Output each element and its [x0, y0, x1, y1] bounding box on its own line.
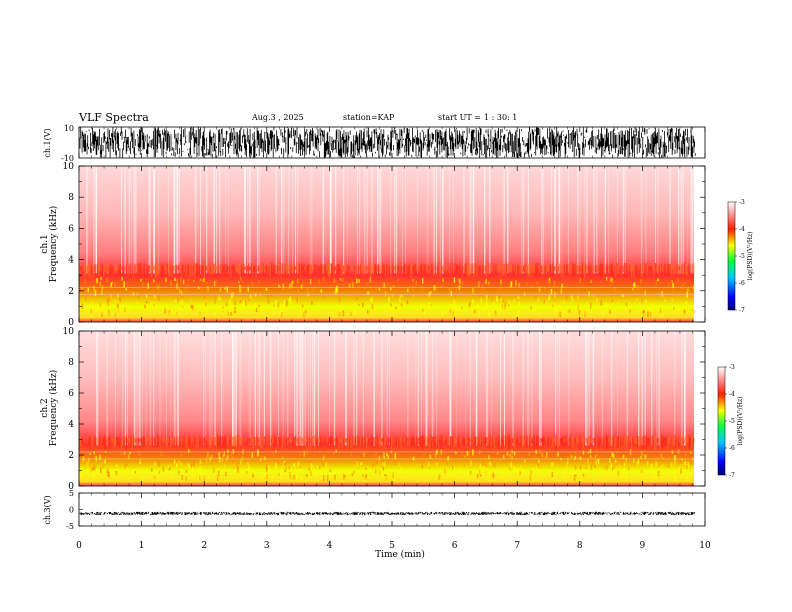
chart-title: VLF Spectra	[79, 111, 149, 124]
freq-tick-label: 0	[68, 482, 74, 492]
freq-tick-label: 10	[63, 327, 75, 337]
ch1-waveform-panel: 10 -10 ch.1(V)	[43, 124, 706, 163]
ch1-ytick-bottom: -10	[61, 154, 74, 163]
freq-tick-label: 6	[68, 224, 74, 234]
ch1-ytick-top: 10	[64, 124, 74, 133]
time-tick-label: 5	[389, 541, 395, 551]
ch1-spectrogram-streaks	[79, 166, 696, 318]
ch2-spectrogram-channel: ch.2	[40, 398, 50, 417]
colorbar-tick-label: -6	[739, 280, 745, 287]
start-ut-prefix: start UT =	[438, 113, 481, 122]
ch1-spectrogram-panel: 0 2 4 6 8 10 Frequency (kHz) ch.1	[40, 162, 706, 328]
ch3-tick-label: 5	[69, 489, 74, 498]
ch3-yaxis: 5 0 -5	[66, 489, 83, 531]
freq-tick-label: 2	[68, 451, 74, 461]
colorbar-tick-label: -4	[739, 226, 745, 233]
ch1-colorbar-label: log(PSD)(V²/Hz)	[747, 232, 754, 281]
freq-tick-label: 4	[68, 256, 74, 266]
ch1-waveform-line	[79, 127, 696, 158]
ch2-colorbar: -3 -4 -5 -6 -7 log(PSD)(V²/Hz)	[717, 364, 744, 479]
ch3-ylabel: ch.3(V)	[43, 495, 52, 524]
colorbar-tick-label: -4	[729, 391, 735, 398]
ch2-spectrogram-yaxis: 0 2 4 6 8 10	[63, 327, 705, 492]
time-tick-label: 10	[699, 541, 711, 551]
freq-tick-label: 8	[68, 193, 74, 203]
ch1-colorbar: -3 -4 -5 -6 -7 log(PSD)(V²/Hz)	[727, 199, 754, 314]
freq-tick-label: 0	[68, 318, 74, 328]
ch3-waveform-panel: 5 0 -5 ch.3(V)	[43, 489, 706, 531]
ch1-spectrogram-ylabel: Frequency (kHz)	[48, 206, 59, 283]
ch2-spectrogram-ylabel: Frequency (kHz)	[48, 370, 59, 447]
ch1-spectrogram-channel: ch.1	[40, 234, 50, 253]
time-tick-label: 3	[264, 541, 270, 551]
ch3-tick-label: 0	[69, 506, 74, 515]
freq-tick-label: 10	[63, 162, 75, 172]
freq-tick-label: 6	[68, 389, 74, 399]
time-tick-label: 8	[577, 541, 583, 551]
time-axis: 0 1 2 3 4 5 6 7 8 9 10	[76, 127, 711, 551]
freq-tick-label: 2	[68, 287, 74, 297]
ch2-spectrogram-panel: 0 2 4 6 8 10 Frequency (kHz) ch.2	[40, 327, 706, 492]
colorbar-tick-label: -5	[729, 418, 735, 425]
time-tick-label: 0	[76, 541, 82, 551]
start-ut-label: start UT = 1 : 30: 1	[438, 113, 517, 122]
ch1-spectrogram-image	[79, 166, 694, 322]
time-tick-label: 4	[327, 541, 333, 551]
station-prefix: station=	[343, 113, 378, 122]
colorbar-tick-label: -7	[739, 307, 745, 314]
ch2-spectrogram-streaks	[79, 331, 695, 482]
time-tick-label: 9	[640, 541, 646, 551]
time-tick-label: 2	[201, 541, 207, 551]
ch2-colorbar-label: log(PSD)(V²/Hz)	[737, 397, 744, 446]
colorbar-tick-label: -3	[739, 199, 745, 206]
time-tick-label: 6	[452, 541, 458, 551]
date-label: Aug.3 , 2025	[252, 113, 304, 122]
colorbar-tick-label: -7	[729, 472, 735, 479]
colorbar-tick-label: -3	[729, 364, 735, 371]
ch1-spectrogram-yaxis: 0 2 4 6 8 10	[63, 162, 705, 328]
ch1-ylabel: ch.1(V)	[43, 128, 52, 157]
colorbar-tick-label: -6	[729, 445, 735, 452]
freq-tick-label: 8	[68, 358, 74, 368]
time-tick-label: 1	[139, 541, 145, 551]
ch1-waveform-trace	[79, 127, 696, 158]
time-tick-label: 7	[514, 541, 520, 551]
freq-tick-label: 4	[68, 420, 74, 430]
time-axis-label: Time (min)	[375, 549, 425, 560]
ch3-tick-label: -5	[66, 522, 74, 531]
station-label: station=KAP	[343, 113, 394, 122]
station-name: KAP	[377, 113, 395, 122]
colorbar-tick-label: -5	[739, 253, 745, 260]
start-ut-value: 1 : 30: 1	[484, 113, 518, 122]
